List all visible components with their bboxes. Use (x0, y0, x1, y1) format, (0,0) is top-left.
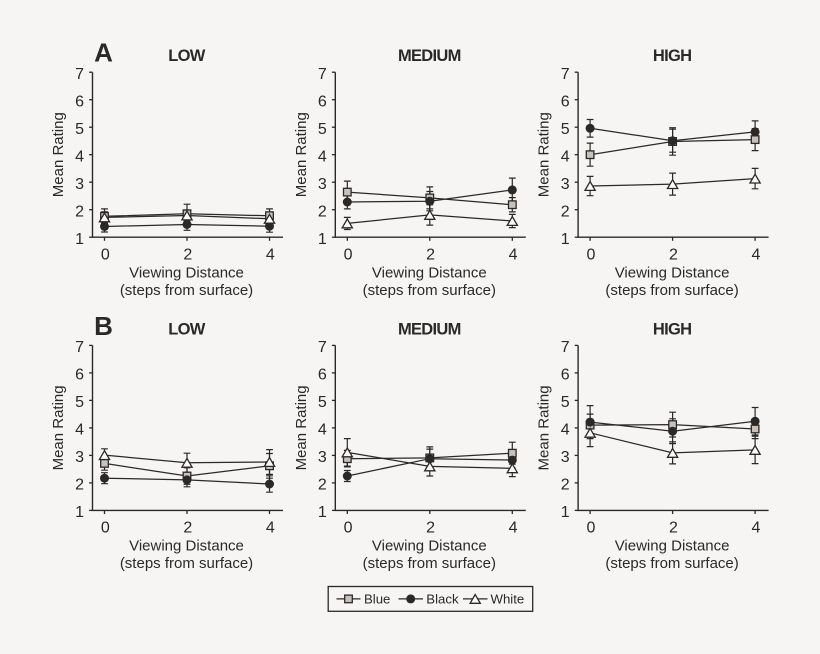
svg-text:2: 2 (318, 204, 327, 221)
svg-text:1: 1 (561, 504, 570, 521)
svg-text:6: 6 (318, 367, 327, 384)
svg-text:4: 4 (561, 422, 570, 439)
svg-text:7: 7 (75, 66, 84, 83)
svg-text:Black: Black (426, 592, 459, 607)
svg-text:3: 3 (318, 449, 327, 466)
svg-text:1: 1 (75, 231, 84, 248)
svg-text:0: 0 (586, 520, 595, 537)
svg-text:3: 3 (75, 449, 84, 466)
svg-text:2: 2 (318, 477, 327, 494)
svg-text:Viewing Distance: Viewing Distance (615, 538, 730, 555)
svg-text:HIGH: HIGH (653, 47, 691, 65)
svg-text:HIGH: HIGH (653, 320, 691, 338)
svg-text:4: 4 (751, 520, 760, 537)
svg-text:4: 4 (561, 149, 570, 166)
svg-text:4: 4 (509, 247, 518, 264)
svg-text:6: 6 (75, 94, 84, 111)
svg-text:4: 4 (318, 422, 327, 439)
svg-text:6: 6 (75, 367, 84, 384)
svg-text:1: 1 (75, 504, 84, 521)
svg-text:2: 2 (561, 477, 570, 494)
svg-text:B: B (94, 311, 113, 341)
svg-text:3: 3 (561, 176, 570, 193)
svg-text:Viewing Distance: Viewing Distance (615, 265, 730, 282)
svg-text:Viewing Distance: Viewing Distance (129, 265, 244, 282)
svg-text:2: 2 (183, 247, 192, 264)
svg-text:MEDIUM: MEDIUM (398, 47, 461, 65)
svg-text:6: 6 (318, 94, 327, 111)
svg-text:Mean Rating: Mean Rating (536, 385, 553, 470)
svg-text:Mean Rating: Mean Rating (293, 112, 310, 197)
svg-text:0: 0 (344, 520, 353, 537)
svg-text:5: 5 (75, 394, 84, 411)
svg-text:2: 2 (426, 520, 435, 537)
svg-text:5: 5 (561, 394, 570, 411)
svg-text:0: 0 (586, 247, 595, 264)
svg-text:(steps from surface): (steps from surface) (363, 282, 496, 299)
svg-text:0: 0 (344, 247, 353, 264)
svg-text:2: 2 (561, 204, 570, 221)
svg-text:Blue: Blue (364, 592, 390, 607)
svg-text:5: 5 (318, 394, 327, 411)
svg-text:Mean Rating: Mean Rating (536, 112, 553, 197)
svg-text:7: 7 (318, 66, 327, 83)
svg-text:5: 5 (318, 121, 327, 138)
svg-text:4: 4 (509, 520, 518, 537)
svg-text:1: 1 (561, 231, 570, 248)
svg-text:0: 0 (101, 247, 110, 264)
svg-text:Viewing Distance: Viewing Distance (129, 538, 244, 555)
svg-text:5: 5 (75, 121, 84, 138)
svg-text:A: A (94, 38, 113, 68)
svg-text:Mean Rating: Mean Rating (50, 385, 67, 470)
svg-text:2: 2 (75, 477, 84, 494)
svg-text:4: 4 (75, 422, 84, 439)
svg-text:4: 4 (266, 520, 275, 537)
svg-text:3: 3 (561, 449, 570, 466)
svg-text:3: 3 (75, 176, 84, 193)
svg-text:2: 2 (75, 204, 84, 221)
svg-text:(steps from surface): (steps from surface) (605, 282, 738, 299)
svg-text:White: White (491, 592, 525, 607)
svg-text:2: 2 (669, 247, 678, 264)
svg-text:7: 7 (561, 339, 570, 356)
svg-text:2: 2 (669, 520, 678, 537)
svg-text:LOW: LOW (168, 47, 206, 65)
svg-text:Mean Rating: Mean Rating (293, 385, 310, 470)
svg-text:(steps from surface): (steps from surface) (605, 555, 738, 572)
svg-text:LOW: LOW (168, 320, 206, 338)
svg-text:Mean Rating: Mean Rating (50, 112, 67, 197)
svg-text:0: 0 (101, 520, 110, 537)
svg-text:2: 2 (183, 520, 192, 537)
svg-text:1: 1 (318, 504, 327, 521)
svg-text:(steps from surface): (steps from surface) (363, 555, 496, 572)
svg-text:6: 6 (561, 94, 570, 111)
svg-text:(steps from surface): (steps from surface) (120, 555, 253, 572)
svg-text:6: 6 (561, 367, 570, 384)
svg-text:Viewing Distance: Viewing Distance (372, 265, 487, 282)
svg-text:MEDIUM: MEDIUM (398, 320, 461, 338)
svg-text:4: 4 (266, 247, 275, 264)
svg-text:3: 3 (318, 176, 327, 193)
svg-text:2: 2 (426, 247, 435, 264)
svg-text:4: 4 (318, 149, 327, 166)
svg-text:Viewing Distance: Viewing Distance (372, 538, 487, 555)
svg-text:4: 4 (75, 149, 84, 166)
svg-text:1: 1 (318, 231, 327, 248)
svg-text:4: 4 (751, 247, 760, 264)
svg-text:7: 7 (561, 66, 570, 83)
svg-text:(steps from surface): (steps from surface) (120, 282, 253, 299)
svg-text:5: 5 (561, 121, 570, 138)
svg-text:7: 7 (75, 339, 84, 356)
svg-text:7: 7 (318, 339, 327, 356)
